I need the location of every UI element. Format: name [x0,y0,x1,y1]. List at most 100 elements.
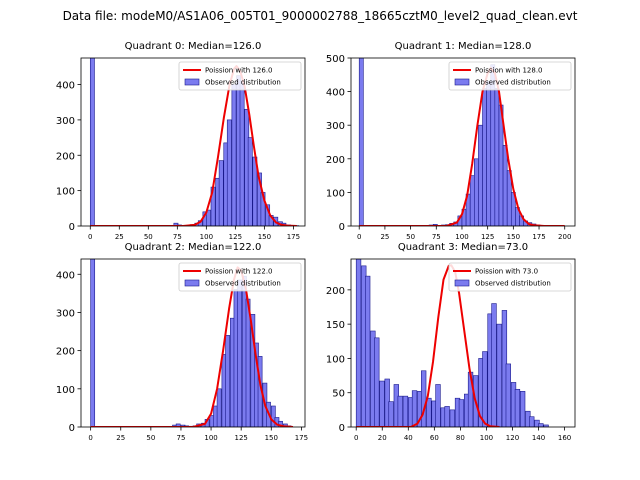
x-tick-label: 100 [455,233,468,241]
x-tick-label: 0 [88,233,92,241]
axes-frame [80,57,306,227]
x-tick-label: 0 [88,434,92,442]
histogram-bar [270,405,276,427]
x-tick-label: 25 [115,233,124,241]
y-tick-label: 200 [326,155,345,166]
histogram-bar [543,424,549,427]
y-tick-label: 400 [56,270,75,281]
histogram-bar [486,81,492,226]
x-tick-label: 150 [507,233,520,241]
x-tick-label: 0 [357,233,361,241]
x-tick-label: 40 [404,434,413,442]
legend-bar-swatch [184,279,200,287]
x-tick-label: 80 [456,434,465,442]
histogram-bar [435,384,441,427]
histogram-bar [173,222,179,226]
histogram-bar [482,351,488,427]
y-tick-label: 0 [339,423,345,434]
x-tick-label: 75 [432,233,441,241]
histogram-bar [482,87,487,226]
y-tick-label: 150 [326,320,345,331]
legend-box [448,61,572,91]
histogram-bar [237,279,242,427]
panel-quadrant-0: 0 25 50 75 100 125 150 175 0 100 200 300 400 Quadrant… [56,41,306,241]
histogram-bar [494,87,500,226]
y-tick-label: 300 [326,121,345,132]
legend: Poission with 73.0 Observed distribution [448,262,572,292]
histogram-bar [491,303,497,427]
histogram-bar [520,391,526,427]
x-tick-label: 140 [532,434,545,442]
y-tick-label: 100 [326,354,345,365]
histogram-bar [374,337,380,427]
y-tick-label: 100 [56,385,75,396]
x-tick-label: 125 [481,233,494,241]
x-tick-label: 120 [506,434,519,442]
histogram-bar [89,58,95,226]
histogram-bar [245,298,251,427]
x-tick-label: 100 [200,233,213,241]
x-tick-label: 100 [204,434,217,442]
y-tick-label: 100 [326,188,345,199]
histogram-bars [90,259,292,427]
legend-box [178,61,302,91]
axes-frame [350,258,576,428]
x-tick-label: 75 [176,434,185,442]
x-tick-label: 150 [265,434,278,442]
histogram-bar [421,370,427,427]
histogram-bar [175,423,181,427]
legend-label-poisson: Poission with 126.0 [205,67,273,75]
x-tick-label: 50 [146,434,155,442]
legend-label-observed: Observed distribution [475,79,551,87]
panel-title: Quadrant 1: Median=128.0 [395,41,532,52]
poisson-line [359,67,565,226]
histogram-bar [388,401,394,427]
histogram-bar [502,145,508,226]
y-tick-label: 50 [332,389,345,400]
panel-quadrant-2: 0 25 50 75 100 125 150 175 0 100 200 300 400 Quadrant… [56,242,308,442]
x-tick-label: 200 [558,233,571,241]
legend-label-poisson: Poission with 128.0 [475,67,543,75]
y-tick-label: 0 [69,423,75,434]
legend-bar-swatch [454,78,470,86]
histogram-bar [358,58,364,226]
panel-quadrant-1: 0 25 50 75 100 125 150 175 200 0 100 200 300 400 500 Qu… [326,41,576,241]
y-tick-label: 300 [56,116,75,127]
x-tick-label: 125 [234,434,247,442]
legend: Poission with 128.0 Observed distribution [448,61,572,91]
y-tick-label: 400 [326,88,345,99]
legend-label-observed: Observed distribution [205,280,281,288]
x-tick-label: 75 [173,233,182,241]
histogram-bar [247,137,253,226]
x-tick-label: 50 [144,233,153,241]
histogram-bar [355,259,362,427]
y-tick-label: 300 [56,308,75,319]
panel-title: Quadrant 2: Median=122.0 [125,242,262,253]
x-tick-label: 175 [287,233,300,241]
legend: Poission with 122.0 Observed distribution [178,262,302,292]
panel-title: Quadrant 0: Median=126.0 [125,41,262,52]
x-tick-label: 25 [116,434,125,442]
x-tick-label: 175 [295,434,308,442]
histogram-bar [206,209,211,226]
figure-suptitle: Data file: modeM0/AS1A06_005T01_90000027… [63,9,578,23]
legend-bar-swatch [184,78,200,86]
y-tick-label: 100 [56,187,75,198]
y-tick-label: 200 [326,286,345,297]
histogram-bar [444,406,450,427]
histogram-bar [90,259,96,427]
axes-frame [350,57,576,227]
histogram-bar [474,158,479,226]
y-tick-label: 500 [326,54,345,65]
histogram-bar [379,380,385,427]
histogram-bar [496,323,502,427]
x-tick-label: 100 [480,434,493,442]
y-tick-label: 0 [339,222,345,233]
histogram-bar [365,275,371,427]
histogram-bar [478,124,483,226]
histogram-bar [402,395,409,427]
histogram-bar [226,119,232,226]
y-tick-label: 200 [56,151,75,162]
histogram-bar [411,390,418,427]
